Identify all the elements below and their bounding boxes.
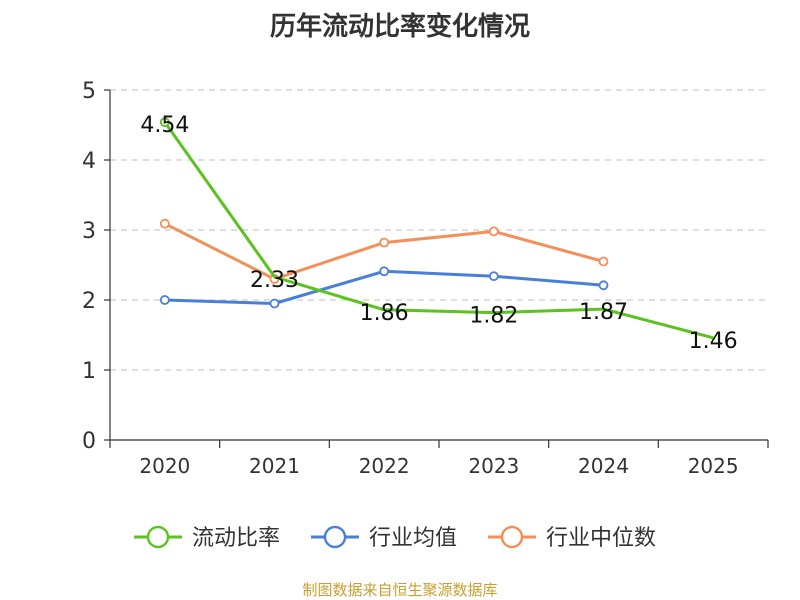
y-tick-label-4: 4	[82, 149, 96, 174]
source-note: 制图数据来自恒生聚源数据库	[302, 581, 498, 599]
point-行业均值-2023	[488, 271, 499, 282]
legend-label-行业中位数: 行业中位数	[546, 526, 656, 551]
data-label-2023: 1.82	[469, 304, 518, 329]
legend-marker-行业均值	[323, 525, 347, 549]
point-行业中位数-2023	[488, 226, 499, 237]
axes: 0 1 2 3 4 5 2020 2021 2022 2023 2024 2025	[82, 79, 769, 478]
y-tick-label-2: 2	[82, 289, 96, 314]
legend-marker-流动比率	[146, 525, 170, 549]
data-label-2024: 1.87	[579, 300, 628, 325]
point-行业中位数-2024	[598, 256, 609, 267]
y-tick-label-1: 1	[82, 359, 96, 384]
series-line-流动比率	[163, 121, 714, 340]
point-流动比率-2020	[159, 117, 170, 128]
legend-label-流动比率: 流动比率	[192, 526, 280, 551]
chart-title: 历年流动比率变化情况	[269, 12, 530, 42]
point-行业均值-2020	[159, 295, 170, 305]
data-labels: 4.54 2.33 1.86 1.82 1.87 1.46	[140, 113, 737, 354]
data-label-2020: 4.54	[140, 113, 189, 138]
x-tick-label-2023: 2023	[468, 454, 519, 478]
point-行业均值-2022	[379, 266, 390, 277]
data-label-2022: 1.86	[360, 301, 409, 326]
grid-lines	[110, 89, 768, 371]
y-tick-label-5: 5	[82, 79, 96, 104]
x-tick-label-2024: 2024	[578, 454, 629, 478]
legend-item-流动比率[interactable]: 流动比率	[134, 525, 280, 551]
legend-label-行业均值: 行业均值	[369, 526, 457, 551]
data-label-2025: 1.46	[689, 329, 738, 354]
legend[interactable]: 流动比率 行业均值 行业中位数	[134, 525, 656, 551]
series-lines	[159, 117, 714, 340]
legend-item-行业中位数[interactable]: 行业中位数	[488, 525, 656, 551]
x-tick-label-2021: 2021	[249, 454, 300, 478]
legend-item-行业均值[interactable]: 行业均值	[311, 525, 457, 551]
y-tick-label-0: 0	[82, 429, 96, 454]
y-tick-label-3: 3	[82, 219, 96, 244]
point-行业均值-2021	[269, 298, 280, 309]
data-label-2021: 2.33	[250, 268, 299, 293]
x-tick-label-2020: 2020	[139, 454, 190, 478]
x-tick-label-2022: 2022	[359, 454, 410, 478]
legend-marker-行业中位数	[500, 525, 524, 549]
point-行业中位数-2022	[379, 237, 390, 248]
point-行业中位数-2020	[159, 218, 170, 229]
x-tick-label-2025: 2025	[688, 454, 739, 478]
point-行业均值-2024	[598, 280, 609, 291]
